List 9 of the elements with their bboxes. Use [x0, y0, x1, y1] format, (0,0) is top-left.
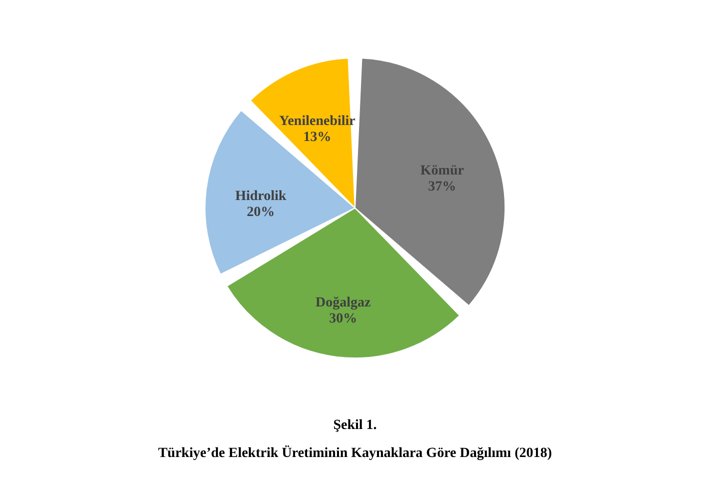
- slice-label: Doğalgaz: [315, 295, 371, 310]
- slice-label: Kömür: [420, 163, 464, 178]
- data-label: 30%: [329, 311, 358, 326]
- text: Şekil 1.: [333, 418, 377, 433]
- text: Türkiye’de Elektrik Üretiminin Kaynaklara Göre Dağılımı (2018): [158, 445, 552, 461]
- slice-label: Hidrolik: [235, 189, 287, 204]
- data-label: 37%: [428, 179, 456, 194]
- data-label: 13%: [303, 130, 332, 145]
- data-label: 20%: [246, 205, 275, 220]
